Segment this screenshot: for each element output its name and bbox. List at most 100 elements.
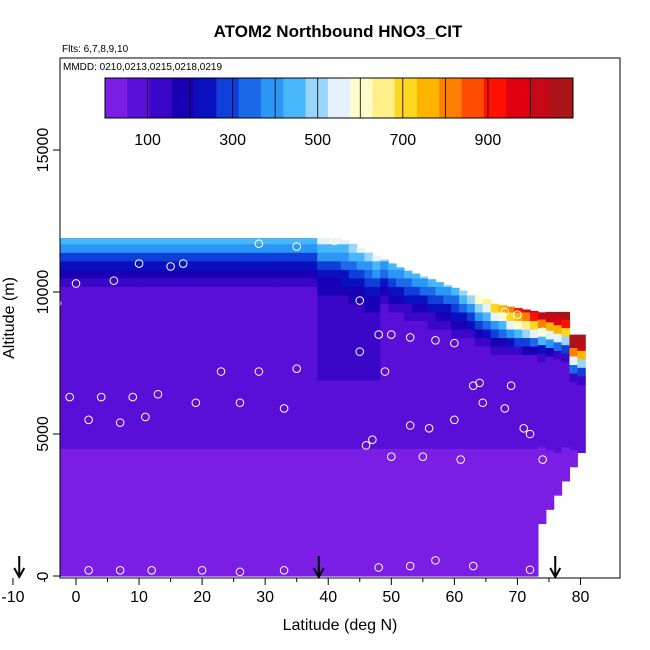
field-cell (49, 550, 57, 559)
field-cell (372, 465, 381, 475)
field-cell (214, 558, 224, 569)
field-cell (183, 456, 192, 466)
field-cell (33, 457, 41, 466)
field-cell (569, 372, 578, 383)
field-cell (238, 490, 247, 500)
field-cell (403, 499, 413, 509)
field-cell (396, 294, 405, 304)
field-cell (553, 469, 563, 479)
field-cell (419, 388, 429, 398)
field-cell (18, 278, 26, 287)
field-cell (26, 278, 34, 287)
field-cell (128, 269, 137, 279)
field-cell (364, 499, 373, 509)
y-axis-label: Altitude (m) (1, 277, 18, 359)
field-cell (380, 541, 389, 552)
field-cell (285, 448, 295, 458)
field-cell (490, 320, 500, 330)
field-cell (356, 414, 366, 424)
field-cell (26, 550, 34, 559)
field-cell (482, 533, 492, 543)
field-cell (411, 550, 421, 560)
field-cell (246, 243, 255, 253)
field-cell (309, 499, 318, 509)
field-cell (262, 371, 271, 381)
field-cell (443, 422, 452, 432)
field-cell (10, 559, 18, 568)
field-cell (332, 465, 342, 475)
field-cell (120, 541, 129, 552)
field-cell (301, 482, 310, 492)
field-cell (514, 482, 523, 492)
field-cell (262, 533, 271, 543)
field-cell (214, 277, 224, 287)
field-cell (309, 238, 318, 245)
field-cell (372, 499, 381, 509)
field-cell (206, 490, 216, 500)
field-cell (317, 238, 326, 245)
field-cell (285, 269, 295, 279)
field-cell (198, 286, 208, 296)
field-cell (104, 277, 113, 287)
field-cell (167, 448, 176, 458)
field-cell (198, 507, 208, 517)
field-cell (411, 482, 421, 492)
field-cell (26, 559, 34, 568)
field-cell (143, 320, 153, 330)
field-cell (167, 465, 176, 475)
field-cell (254, 252, 263, 262)
field-cell (396, 277, 405, 287)
field-cell (403, 533, 413, 543)
field-cell (388, 422, 397, 432)
field-cell (238, 371, 247, 381)
field-cell (104, 354, 113, 364)
field-cell (0, 465, 2, 474)
field-cell (285, 371, 295, 381)
field-cell (96, 238, 105, 245)
field-cell (348, 363, 358, 373)
field-cell (135, 465, 145, 475)
field-cell (372, 303, 381, 313)
field-cell (466, 439, 476, 449)
field-cell (120, 516, 129, 526)
field-cell (317, 550, 326, 560)
field-cell (175, 414, 184, 424)
field-cell (159, 286, 169, 296)
field-cell (411, 277, 421, 287)
field-cell (230, 533, 239, 543)
field-cell (33, 389, 41, 398)
field-cell (482, 354, 492, 364)
field-cell (356, 465, 366, 475)
field-cell (254, 456, 263, 466)
field-cell (506, 473, 515, 483)
field-cell (18, 491, 26, 500)
field-cell (372, 337, 381, 347)
field-cell (419, 567, 429, 577)
field-cell (159, 294, 169, 304)
field-cell (522, 363, 531, 373)
field-cell (143, 550, 153, 560)
field-cell (80, 541, 90, 552)
field-cell (230, 422, 239, 432)
field-cell (151, 490, 161, 500)
field-cell (340, 473, 350, 483)
field-cell (112, 516, 121, 526)
field-cell (112, 541, 121, 552)
observation-point (0, 385, 4, 393)
field-cell (443, 524, 452, 534)
field-cell (143, 507, 153, 517)
field-cell (277, 260, 287, 270)
field-cell (191, 311, 200, 321)
field-cell (466, 550, 476, 560)
field-cell (396, 422, 405, 432)
observation-point (374, 330, 383, 339)
field-cell (435, 414, 444, 424)
field-cell (561, 344, 571, 354)
field-cell (18, 286, 26, 295)
field-cell (317, 524, 326, 534)
field-cell (151, 337, 161, 347)
field-cell (183, 260, 192, 270)
field-cell (41, 380, 49, 389)
field-cell (26, 354, 34, 363)
field-cell (128, 448, 137, 458)
